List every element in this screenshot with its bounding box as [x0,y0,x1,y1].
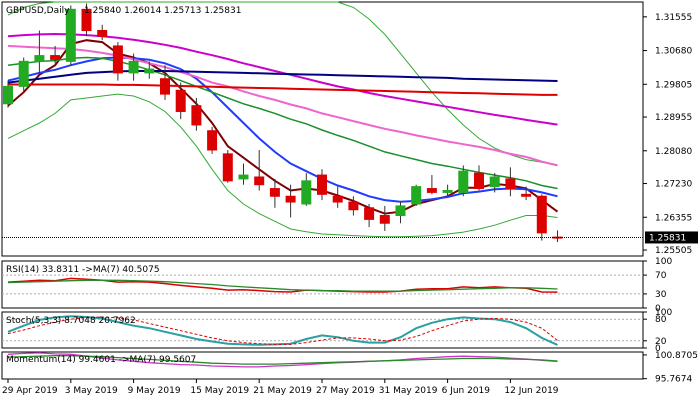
bb-lower-line [7,93,558,238]
time-tick-label: 29 Apr 2019 [2,386,58,396]
tick-label: 0 [655,304,661,314]
last-price-text: 1.25831 [649,233,686,243]
price-tick-label: 1.28080 [655,147,692,157]
ohlc-quote: 1.25840 1.26014 1.25713 1.25831 [84,6,241,16]
candle-body-bull [3,85,13,105]
price-tick-label: 1.26355 [655,213,692,223]
candle-body-bull [411,186,422,205]
ema-green-line [7,56,558,190]
time-tick-label: 15 May 2019 [190,386,249,396]
candle-body-bear [505,178,516,190]
moving-averages [7,32,559,215]
tick-label: 20 [655,337,667,347]
candle-body-bull [65,8,76,62]
tick-label: 100.8705 [655,351,698,361]
candle-body-bull [301,180,312,205]
candle-body-bear [97,30,108,37]
candle-body-bear [474,172,484,190]
price-tick-label: 1.25505 [655,246,692,256]
momentum-ma-line [7,355,558,365]
time-tick-label: 3 May 2019 [65,386,118,396]
time-tick-label: 27 May 2019 [316,386,375,396]
price-tick-label: 1.30680 [655,47,692,57]
candle-body-bear [269,188,280,197]
signal-line [7,316,558,345]
rsi-ma-line [7,279,558,292]
candle-body-bull [34,55,45,62]
rsi-panel[interactable]: RSI(14) 33.8311 ->MA(7) 40.5075 100 70 30 0 [1,257,672,314]
candle-body-bull [238,174,249,180]
candlesticks [3,3,563,243]
bb-upper-line [7,1,558,166]
momentum-line [7,352,558,368]
candle-body-bear [348,201,359,211]
time-tick-label: 6 Jun 2019 [442,386,491,396]
candle-body-bull [458,170,469,193]
price-tick-label: 1.27230 [655,180,692,190]
ema-pink-line [7,44,558,167]
candle-body-bear [112,45,123,74]
candle-body-bear [536,195,547,234]
candle-body-bull [395,205,406,217]
rsi-lines [7,277,558,293]
candle-body-bear [317,174,327,195]
last-price-badge: 1.25831 [645,231,698,244]
candle-body-bear [50,55,61,60]
candle-body-bear [222,153,233,182]
bollinger-bands [7,1,558,238]
candle-body-bear [379,215,390,224]
rsi-title: RSI(14) 33.8311 ->MA(7) 40.5075 [6,265,160,275]
time-tick-label: 9 May 2019 [128,386,181,396]
tick-label: 95.7674 [655,375,692,385]
sma-red-line [8,83,558,96]
time-tick-label: 21 May 2019 [253,386,312,396]
candle-body-bear [207,130,218,151]
symbol-label: GBPUSD,Daily [6,6,70,16]
rsi-levels [2,274,643,295]
tick-label: 70 [655,271,667,281]
stochastic-lines [7,315,558,346]
candle-body-bear [285,195,296,203]
candle-body-bear [426,188,437,193]
candle-body-bear [332,195,343,203]
stochastic-levels [2,318,643,342]
price-axis: 1.31555 1.30680 1.29805 1.28955 1.28080 1.272… [643,13,692,256]
tick-label: 80 [655,315,667,325]
price-tick-label: 1.31555 [655,13,692,23]
candle-body-bear [175,89,186,112]
momentum-title: Momentum(14) 99.4601 ->MA(7) 99.5607 [6,355,196,365]
candle-body-bear [364,207,375,220]
tick-label: 30 [655,290,667,300]
candle-body-bull [18,60,29,87]
momentum-axis: 100.8705 95.7674 [643,351,698,385]
tick-label: 100 [655,257,672,267]
main-line [7,315,558,346]
price-panel[interactable]: GBPUSD,Daily 1.25840 1.26014 1.25713 1.2… [1,1,698,257]
candle-body-bull [489,176,500,188]
tick-label: 100 [655,308,672,318]
candle-body-bear [160,78,170,95]
candle-body-bull [144,68,155,74]
candle-body-bear [254,176,265,186]
momentum-lines [7,352,558,368]
candle-body-bull [128,60,139,74]
sma-navy-line [7,70,558,84]
rsi-axis: 100 70 30 0 [643,257,672,314]
price-tick-label: 1.28955 [655,113,692,123]
candle-body-bull [442,189,453,193]
candle-body-bear [521,193,532,197]
time-tick-label: 31 May 2019 [379,386,438,396]
stochastic-panel-frame [1,311,644,349]
stochastic-title: Stoch(5,3,3) 8.7048 20.7962 [6,316,136,326]
candle-body-bear [191,105,202,126]
time-tick-label: 12 Jun 2019 [504,386,558,396]
time-axis: 29 Apr 2019 3 May 2019 9 May 2019 15 May 20… [2,379,559,396]
candle-body-bear [81,8,92,32]
rsi-panel-frame [1,260,644,309]
price-tick-label: 1.29805 [655,80,692,90]
tick-label: 0 [655,344,661,354]
